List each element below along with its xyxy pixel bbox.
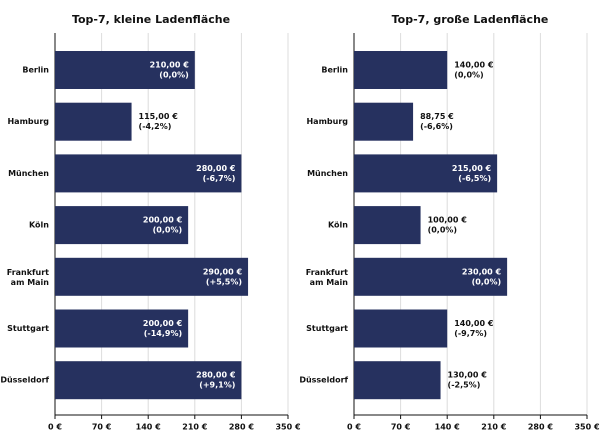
value-label: 140,00 €	[454, 61, 494, 70]
change-label: (-4,2%)	[139, 122, 172, 131]
y-tick-label: Hamburg	[306, 117, 348, 126]
y-tick-label: Stuttgart	[7, 324, 49, 333]
x-tick-label: 280 €	[528, 423, 553, 432]
value-label: 200,00 €	[143, 216, 183, 225]
bar	[354, 102, 414, 141]
y-tick-label: Köln	[328, 221, 348, 230]
change-label: (0,0%)	[472, 277, 502, 286]
bar	[354, 154, 498, 193]
change-label: (-9,7%)	[454, 329, 487, 338]
x-tick-label: 70 €	[92, 423, 112, 432]
chart-title: Top-7, große Ladenfläche	[392, 13, 549, 26]
value-label: 115,00 €	[139, 112, 179, 121]
y-tick-label: Stuttgart	[306, 324, 348, 333]
x-tick-label: 0 €	[48, 423, 62, 432]
bar	[55, 361, 242, 400]
change-label: (+5,5%)	[206, 277, 242, 286]
value-label: 230,00 €	[462, 267, 502, 276]
y-tick-label: Düsseldorf	[0, 376, 49, 385]
y-tick-label: Düsseldorf	[299, 376, 348, 385]
x-tick-label: 0 €	[347, 423, 361, 432]
bar	[55, 206, 189, 245]
bar	[354, 206, 421, 245]
y-tick-label: Köln	[29, 221, 49, 230]
value-label: 100,00 €	[428, 216, 468, 225]
bar	[354, 309, 448, 348]
value-label: 280,00 €	[196, 164, 236, 173]
y-tick-label: Berlin	[22, 66, 49, 75]
value-label: 140,00 €	[454, 319, 494, 328]
change-label: (-6,6%)	[420, 122, 453, 131]
change-label: (-14,9%)	[144, 329, 182, 338]
change-label: (+9,1%)	[199, 381, 235, 390]
chart-title: Top-7, kleine Ladenfläche	[72, 13, 230, 26]
x-tick-label: 70 €	[391, 423, 411, 432]
x-tick-label: 280 €	[229, 423, 254, 432]
value-label: 88,75 €	[420, 112, 454, 121]
change-label: (0,0%)	[454, 71, 484, 80]
x-tick-label: 350 €	[275, 423, 300, 432]
y-tick-label: München	[8, 169, 49, 178]
value-label: 210,00 €	[150, 61, 190, 70]
value-label: 280,00 €	[196, 371, 236, 380]
x-tick-label: 140 €	[435, 423, 460, 432]
x-tick-label: 210 €	[481, 423, 506, 432]
change-label: (-6,5%)	[458, 174, 491, 183]
change-label: (0,0%)	[428, 226, 458, 235]
y-tick-label: Frankfurt am Main	[306, 267, 349, 286]
bar	[354, 361, 441, 400]
change-label: (0,0%)	[153, 226, 183, 235]
value-label: 200,00 €	[143, 319, 183, 328]
bar	[354, 51, 448, 89]
x-tick-label: 140 €	[136, 423, 161, 432]
bar	[55, 51, 195, 89]
bar	[55, 102, 132, 141]
value-label: 215,00 €	[452, 164, 492, 173]
y-tick-label: München	[307, 169, 348, 178]
bar	[55, 309, 189, 348]
y-tick-label: Hamburg	[7, 117, 49, 126]
value-label: 130,00 €	[448, 371, 488, 380]
y-tick-label: Berlin	[321, 66, 348, 75]
change-label: (-6,7%)	[203, 174, 236, 183]
x-tick-label: 210 €	[182, 423, 207, 432]
change-label: (0,0%)	[159, 71, 189, 80]
value-label: 290,00 €	[203, 267, 243, 276]
y-tick-label: Frankfurt am Main	[7, 267, 50, 286]
change-label: (-2,5%)	[448, 381, 481, 390]
bar	[55, 257, 249, 296]
bar	[55, 154, 242, 193]
bar	[354, 257, 508, 296]
x-tick-label: 350 €	[574, 423, 599, 432]
